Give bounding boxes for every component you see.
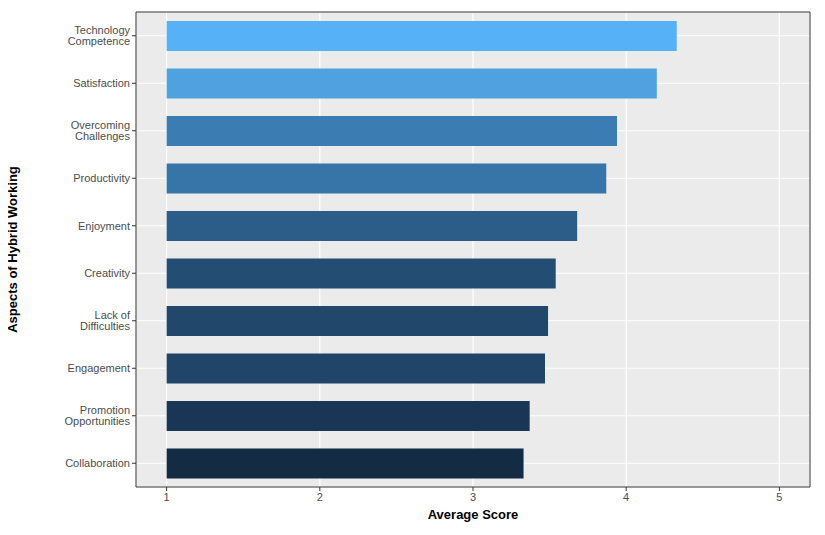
svg-text:5: 5: [776, 491, 782, 503]
svg-text:Aspects of Hybrid Working: Aspects of Hybrid Working: [8, 166, 20, 333]
svg-text:TechnologyCompetence: TechnologyCompetence: [68, 24, 131, 47]
svg-text:Satisfaction: Satisfaction: [73, 77, 130, 89]
svg-text:4: 4: [623, 491, 629, 503]
svg-text:1: 1: [164, 491, 170, 503]
svg-text:Creativity: Creativity: [84, 267, 130, 279]
svg-text:Engagement: Engagement: [68, 362, 130, 374]
svg-text:Productivity: Productivity: [73, 172, 130, 184]
svg-text:2: 2: [317, 491, 323, 503]
svg-text:Average Score: Average Score: [428, 507, 519, 522]
svg-text:PromotionOpportunities: PromotionOpportunities: [65, 404, 131, 427]
svg-text:Collaboration: Collaboration: [65, 457, 130, 469]
svg-text:Lack ofDifficulties: Lack ofDifficulties: [80, 309, 131, 332]
svg-text:Enjoyment: Enjoyment: [78, 220, 130, 232]
svg-text:OvercomingChallenges: OvercomingChallenges: [71, 119, 131, 142]
svg-text:3: 3: [470, 491, 476, 503]
